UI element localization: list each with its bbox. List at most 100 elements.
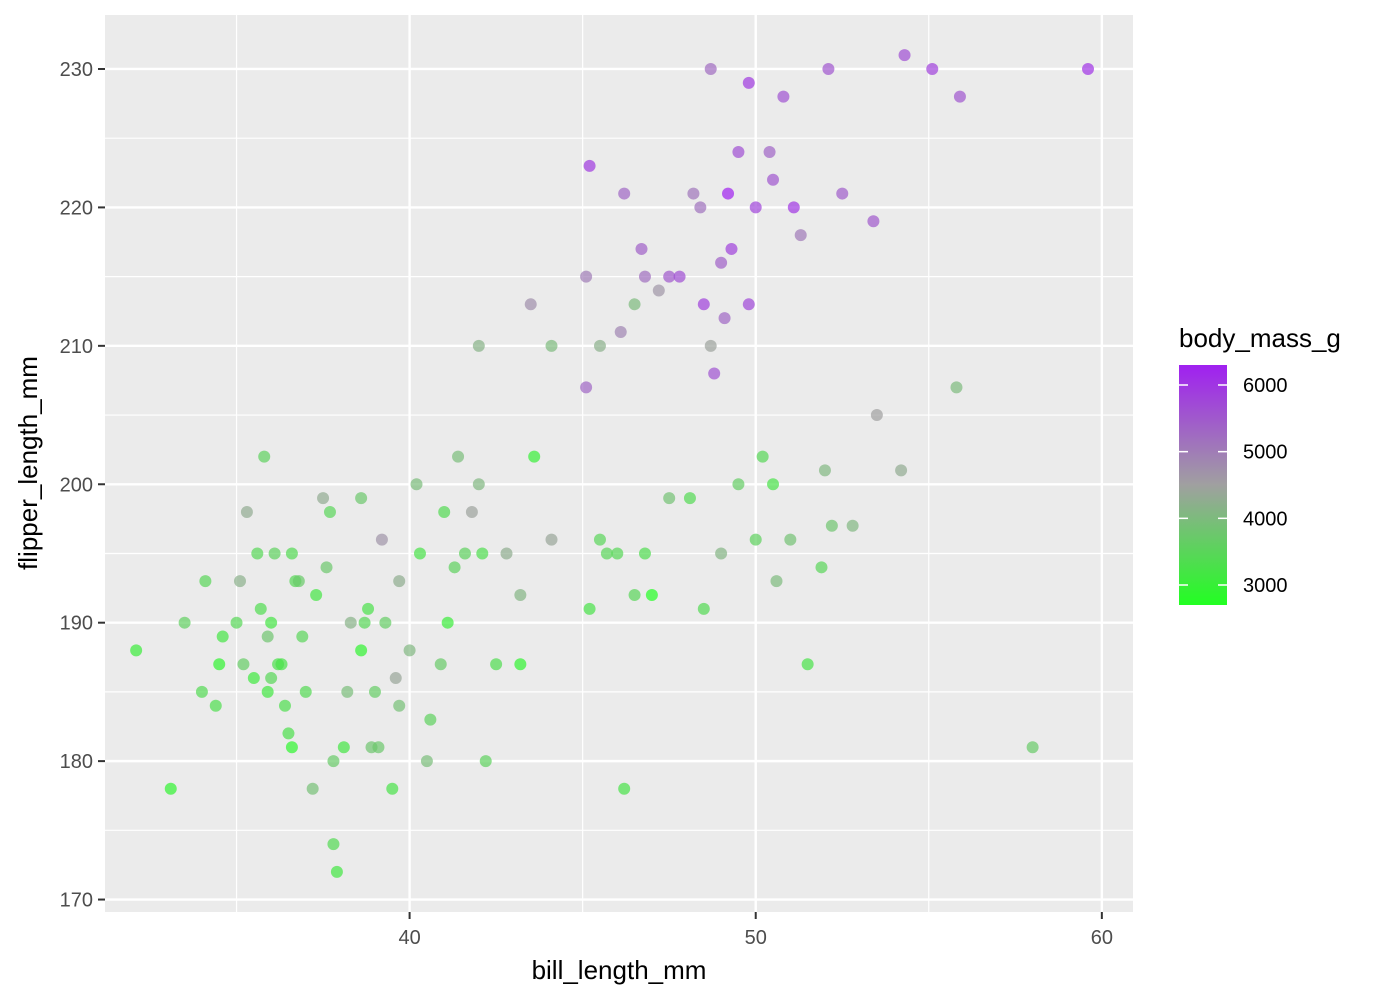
data-point bbox=[355, 492, 368, 505]
x-tick-label: 60 bbox=[1091, 927, 1113, 949]
data-point bbox=[742, 298, 755, 311]
data-point bbox=[663, 270, 676, 283]
data-point bbox=[251, 547, 264, 560]
data-point bbox=[767, 173, 780, 186]
data-point bbox=[403, 644, 416, 657]
data-point bbox=[479, 755, 492, 768]
data-point bbox=[694, 201, 707, 214]
data-point bbox=[265, 616, 278, 629]
data-point bbox=[704, 339, 717, 352]
data-point bbox=[926, 62, 939, 75]
data-point bbox=[514, 589, 527, 602]
data-point bbox=[614, 325, 627, 338]
data-point bbox=[209, 699, 222, 712]
legend-tick-label: 6000 bbox=[1243, 375, 1288, 397]
data-point bbox=[240, 505, 253, 518]
data-point bbox=[836, 187, 849, 200]
data-point bbox=[261, 630, 274, 643]
colorbar bbox=[1179, 365, 1227, 605]
data-point bbox=[645, 589, 658, 602]
y-tick-label: 190 bbox=[60, 613, 93, 635]
data-point bbox=[770, 575, 783, 588]
data-point bbox=[704, 62, 717, 75]
data-point bbox=[725, 242, 738, 255]
data-point bbox=[268, 547, 281, 560]
major-gridlines bbox=[105, 15, 1133, 912]
data-point bbox=[178, 616, 191, 629]
data-point bbox=[472, 339, 485, 352]
data-point bbox=[278, 699, 291, 712]
data-point bbox=[275, 658, 288, 671]
data-point bbox=[490, 658, 503, 671]
data-point bbox=[953, 90, 966, 103]
data-point bbox=[815, 561, 828, 574]
data-point bbox=[638, 270, 651, 283]
data-point bbox=[130, 644, 143, 657]
data-point bbox=[524, 298, 537, 311]
data-point bbox=[950, 381, 963, 394]
data-point bbox=[818, 464, 831, 477]
legend-tick-label: 3000 bbox=[1243, 575, 1288, 597]
data-point bbox=[697, 298, 710, 311]
data-point bbox=[652, 284, 665, 297]
y-tick-label: 210 bbox=[60, 336, 93, 358]
data-point bbox=[898, 49, 911, 62]
data-point bbox=[767, 478, 780, 491]
data-point bbox=[465, 505, 478, 518]
legend-tick-label: 4000 bbox=[1243, 508, 1288, 530]
data-point bbox=[368, 685, 381, 698]
y-tick-label: 230 bbox=[60, 59, 93, 81]
data-point bbox=[389, 672, 402, 685]
data-point bbox=[718, 312, 731, 325]
data-point bbox=[732, 478, 745, 491]
data-point bbox=[230, 616, 243, 629]
data-point bbox=[379, 616, 392, 629]
y-tick-label: 180 bbox=[60, 751, 93, 773]
data-point bbox=[330, 865, 343, 878]
data-point bbox=[777, 90, 790, 103]
data-point bbox=[1082, 62, 1095, 75]
x-tick-label: 40 bbox=[398, 927, 420, 949]
data-point bbox=[600, 547, 613, 560]
data-point bbox=[237, 658, 250, 671]
data-point bbox=[258, 450, 271, 463]
data-point bbox=[296, 630, 309, 643]
data-point bbox=[261, 685, 274, 698]
data-point bbox=[673, 270, 686, 283]
data-point bbox=[580, 270, 593, 283]
data-point bbox=[320, 561, 333, 574]
data-points bbox=[130, 49, 1095, 878]
data-point bbox=[337, 741, 350, 754]
data-point bbox=[195, 685, 208, 698]
data-point bbox=[413, 547, 426, 560]
data-point bbox=[514, 658, 527, 671]
data-point bbox=[372, 741, 385, 754]
data-point bbox=[628, 589, 641, 602]
y-tick-label: 220 bbox=[60, 197, 93, 219]
data-point bbox=[1026, 741, 1039, 754]
data-point bbox=[715, 256, 728, 269]
data-point bbox=[393, 699, 406, 712]
data-point bbox=[327, 838, 340, 851]
y-tick-label: 200 bbox=[60, 474, 93, 496]
data-point bbox=[784, 533, 797, 546]
data-point bbox=[756, 450, 769, 463]
data-point bbox=[327, 755, 340, 768]
data-point bbox=[749, 201, 762, 214]
data-point bbox=[306, 782, 319, 795]
data-point bbox=[452, 450, 465, 463]
y-tick-label: 170 bbox=[60, 890, 93, 912]
legend-ticks: 3000 4000 5000 6000 bbox=[1179, 375, 1288, 597]
data-point bbox=[794, 229, 807, 242]
data-point bbox=[341, 685, 354, 698]
data-point bbox=[199, 575, 212, 588]
data-point bbox=[458, 547, 471, 560]
data-point bbox=[420, 755, 433, 768]
data-point bbox=[822, 62, 835, 75]
data-point bbox=[438, 505, 451, 518]
data-point bbox=[825, 519, 838, 532]
data-point bbox=[410, 478, 423, 491]
data-point bbox=[247, 672, 260, 685]
data-point bbox=[344, 616, 357, 629]
